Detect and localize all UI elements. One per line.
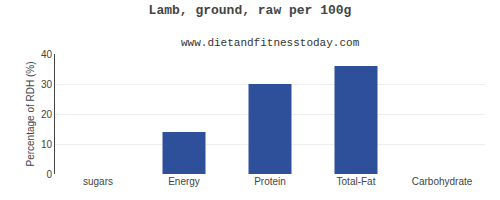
svg-text:30: 30 [41, 79, 53, 90]
svg-text:0: 0 [46, 169, 52, 180]
svg-text:10: 10 [41, 139, 53, 150]
svg-text:Percentage of RDH (%): Percentage of RDH (%) [25, 61, 36, 166]
svg-text:20: 20 [41, 109, 53, 120]
svg-text:sugars: sugars [83, 176, 113, 187]
svg-text:Carbohydrate: Carbohydrate [412, 176, 473, 187]
svg-text:Total-Fat: Total-Fat [337, 176, 376, 187]
svg-text:Lamb, ground, raw per 100g: Lamb, ground, raw per 100g [149, 3, 352, 18]
svg-text:www.dietandfitnesstoday.com: www.dietandfitnesstoday.com [181, 37, 360, 49]
svg-text:Protein: Protein [254, 176, 286, 187]
svg-text:40: 40 [41, 49, 53, 60]
svg-text:Energy: Energy [168, 176, 200, 187]
